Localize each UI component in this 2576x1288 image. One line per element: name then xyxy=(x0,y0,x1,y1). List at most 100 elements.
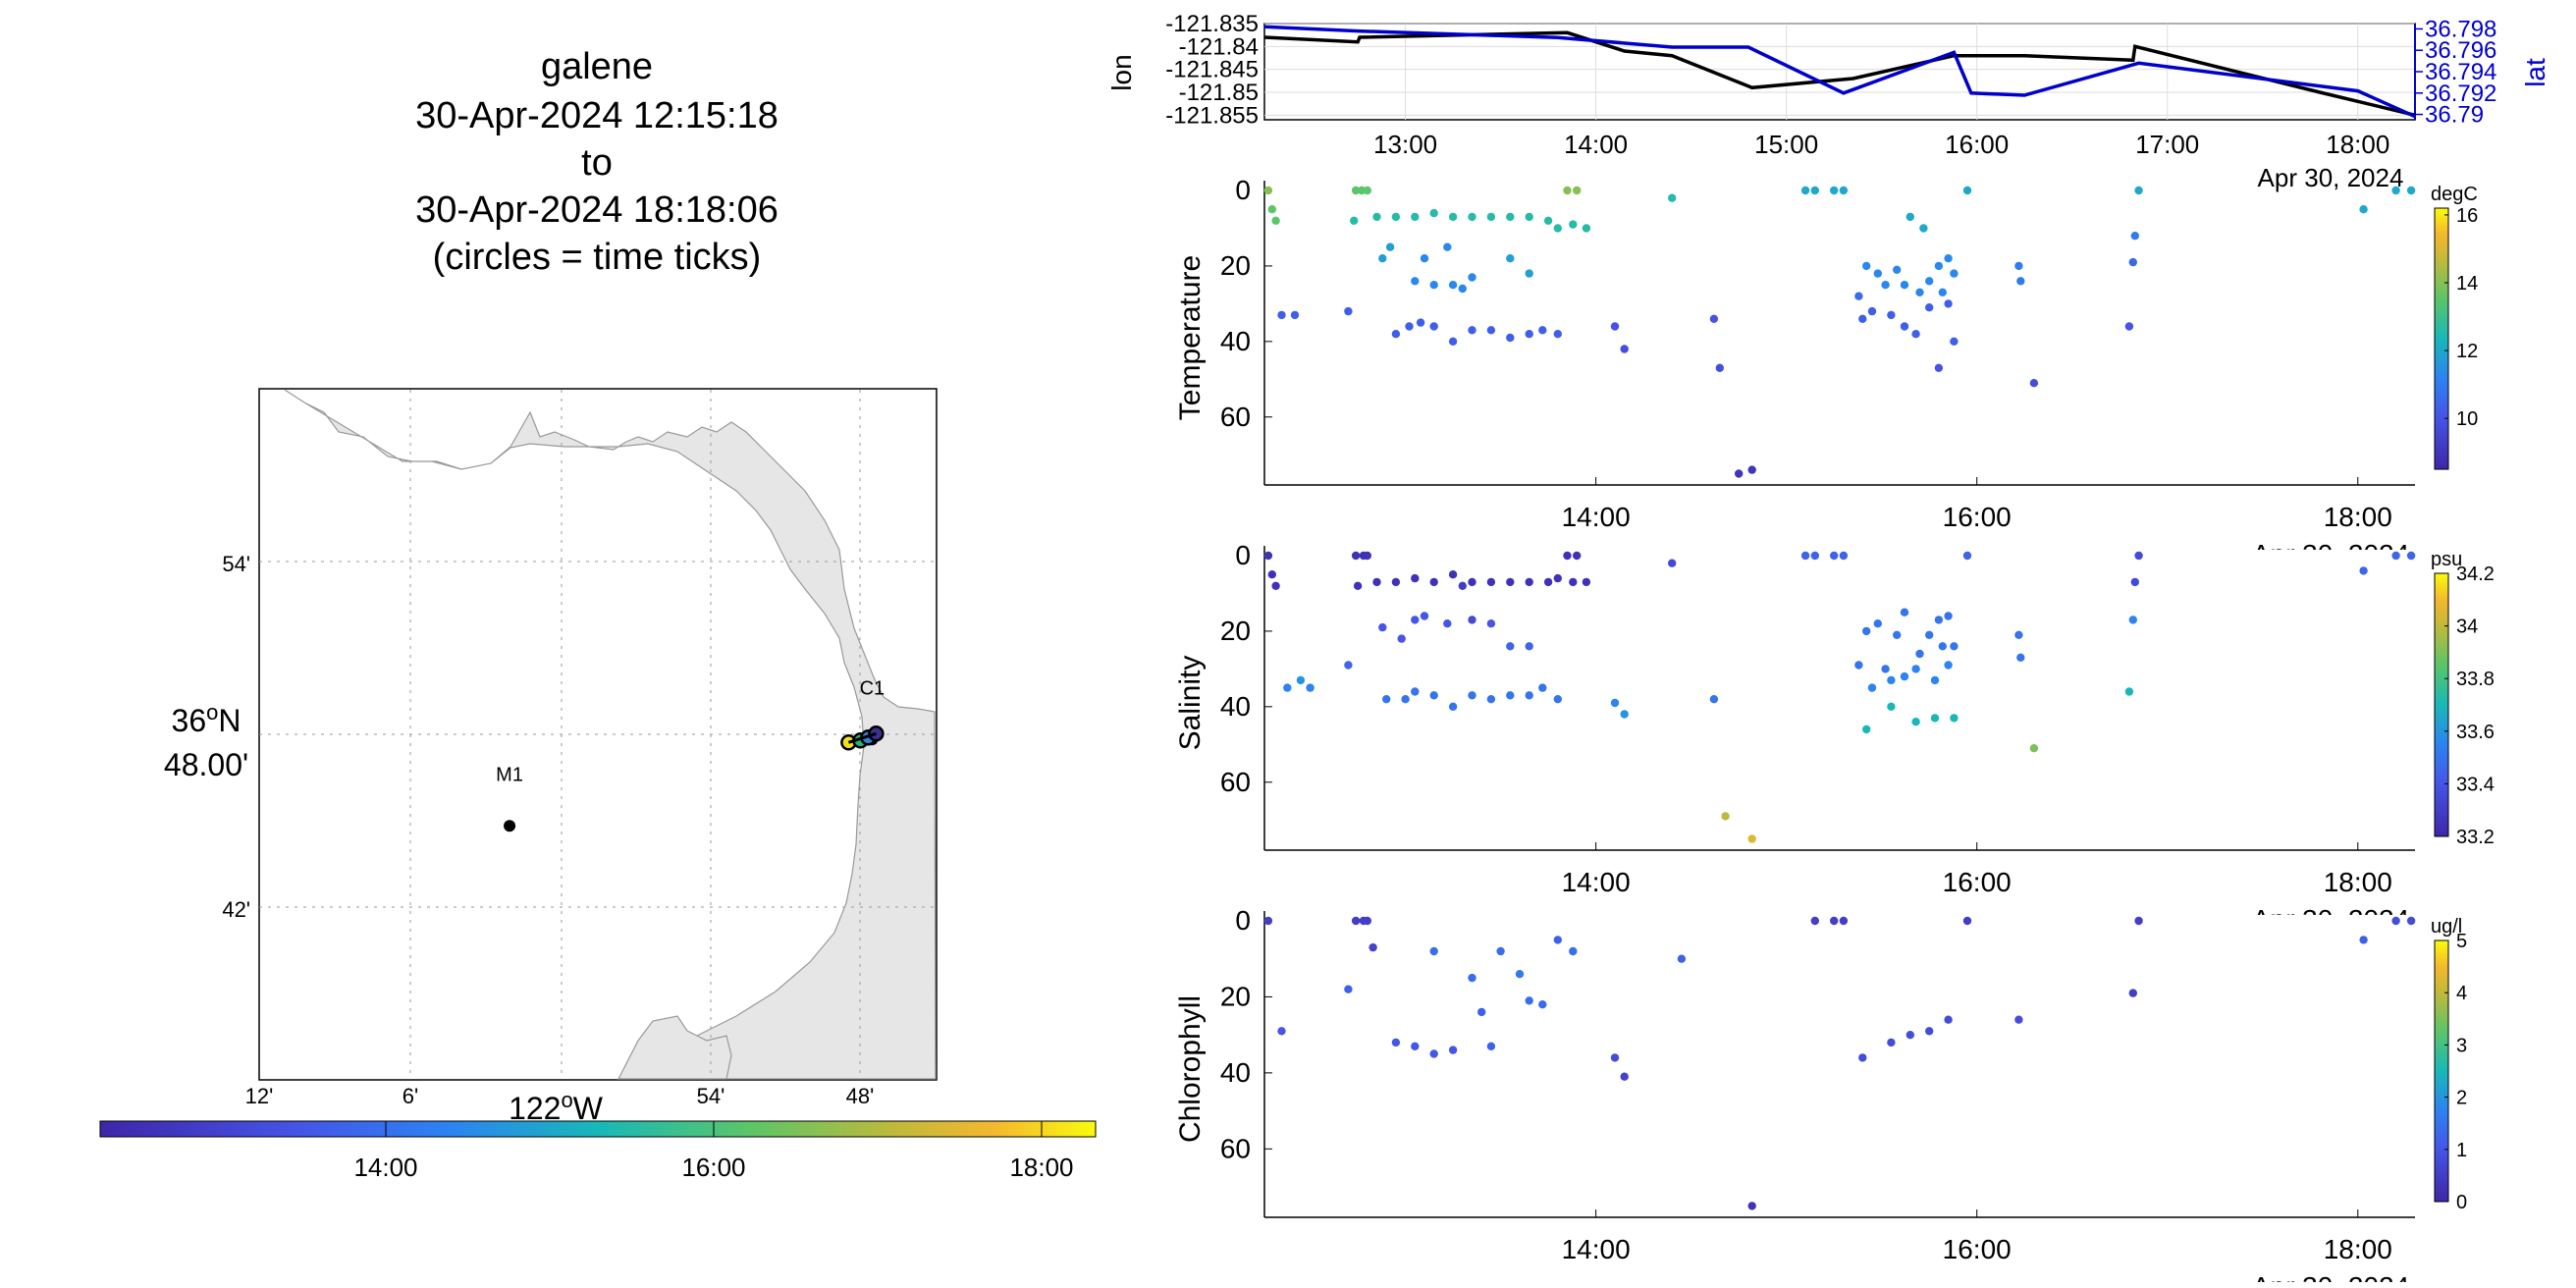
temperature-point xyxy=(1277,310,1286,320)
position-x-tick: 17:00 xyxy=(2135,130,2199,159)
salinity-colorbar-unit: psu xyxy=(2431,549,2462,570)
salinity-y-tick: 40 xyxy=(1220,691,1251,722)
salinity-point xyxy=(1267,570,1277,579)
temperature-point xyxy=(1934,261,1944,271)
salinity-point xyxy=(1397,634,1406,643)
temperature-point xyxy=(1405,322,1414,331)
salinity-point xyxy=(1486,695,1496,704)
salinity-y-tick: 20 xyxy=(1220,616,1251,646)
temperature-point xyxy=(1893,265,1902,274)
chlorophyll-point xyxy=(1263,916,1273,926)
map-lat-deg-label: 36oN xyxy=(172,700,242,738)
position-x-tick: 15:00 xyxy=(1754,130,1818,159)
temperature-point xyxy=(1800,186,1810,195)
temperature-point xyxy=(1620,345,1629,353)
salinity-point xyxy=(2134,551,2143,561)
time-colorbar-ticks: 14:00 16:00 18:00 xyxy=(353,1121,1074,1182)
chlorophyll-point xyxy=(1525,996,1533,1005)
chlorophyll-point xyxy=(1368,942,1377,952)
salinity-point xyxy=(1486,619,1496,628)
temperature-point xyxy=(1429,208,1438,218)
temperature-x-tick: 18:00 xyxy=(2324,502,2392,532)
salinity-point xyxy=(2124,687,2134,696)
lat-tick: 36.79 xyxy=(2425,102,2484,129)
chlorophyll-colorbar-unit: ug/l xyxy=(2431,916,2462,938)
salinity-point xyxy=(1506,642,1515,651)
temperature-point xyxy=(2016,277,2025,286)
position-axes xyxy=(1263,23,2416,121)
salinity-axis-label: Salinity xyxy=(1174,656,1207,751)
chlorophyll-point xyxy=(2128,989,2137,997)
salinity-point xyxy=(1378,622,1387,632)
chlorophyll-point xyxy=(1496,946,1505,956)
temperature-point xyxy=(1938,288,1948,296)
temperature-point xyxy=(1582,224,1591,233)
salinity-point xyxy=(1893,630,1902,639)
salinity-point xyxy=(2029,744,2039,753)
map-lat-tick: 42' xyxy=(222,897,250,922)
chlorophyll-point xyxy=(1858,1053,1867,1062)
salinity-point xyxy=(1543,577,1553,587)
temperature-point xyxy=(2014,261,2023,271)
position-date-label: Apr 30, 2024 xyxy=(2258,163,2404,192)
salinity-point xyxy=(1411,616,1420,624)
chlorophyll-colorbar-tick: 4 xyxy=(2456,983,2467,1004)
temperature-colorbar-tick: 14 xyxy=(2456,273,2478,295)
salinity-point xyxy=(2128,616,2137,624)
salinity-point xyxy=(1391,577,1401,587)
temperature-x-tick: 14:00 xyxy=(1562,502,1631,532)
chlorophyll-point xyxy=(1477,1007,1486,1017)
lon-tick: -121.84 xyxy=(1179,33,1259,60)
chlorophyll-point xyxy=(1468,973,1476,983)
chlorophyll-point xyxy=(1962,916,1972,926)
salinity-point xyxy=(2130,577,2139,587)
temperature-point xyxy=(2391,186,2400,195)
salinity-panel: 0 20 40 60 14:00 16:00 18:00 Salinity Apr 30, 20… xyxy=(1174,540,2495,915)
chlorophyll-colorbar-tick: 2 xyxy=(2456,1088,2467,1109)
temperature-y-tick: 0 xyxy=(1235,175,1251,205)
temperature-colorbar-tick: 16 xyxy=(2456,205,2478,227)
salinity-point xyxy=(1382,695,1391,704)
salinity-x-tick: 14:00 xyxy=(1562,867,1631,897)
temperature-point xyxy=(1525,212,1533,222)
temperature-point xyxy=(1944,254,1953,263)
temperature-point xyxy=(1468,212,1476,222)
salinity-point xyxy=(1538,683,1547,692)
salinity-point xyxy=(1296,675,1306,685)
salinity-point xyxy=(1721,812,1730,821)
chlorophyll-point xyxy=(1351,916,1361,926)
salinity-point xyxy=(2406,551,2416,561)
temperature-point xyxy=(1715,363,1725,372)
map-lat-tick: 54' xyxy=(222,552,250,576)
temperature-point xyxy=(1391,212,1401,222)
map-panel: 54' 42' 12' 6' 54' 48' 36oN 48.00' 122oW M1 C… xyxy=(164,388,938,1126)
figure-title: galene 30-Apr-2024 12:15:18 to 30-Apr-20… xyxy=(415,46,778,278)
salinity-point xyxy=(1468,691,1476,700)
temperature-point xyxy=(1538,326,1547,335)
chlorophyll-colorbar xyxy=(2434,939,2449,1203)
temperature-point xyxy=(1944,299,1953,308)
temperature-point xyxy=(1867,306,1877,316)
salinity-point xyxy=(1351,551,1361,561)
temperature-colorbar-tick: 12 xyxy=(2456,341,2478,362)
temperature-point xyxy=(1363,186,1372,195)
chlorophyll-point xyxy=(1391,1038,1401,1047)
salinity-colorbar-tick: 34 xyxy=(2456,617,2478,638)
salinity-point xyxy=(1887,702,1896,711)
position-x-tick: 13:00 xyxy=(1373,130,1437,159)
lon-tick: -121.85 xyxy=(1179,80,1259,106)
temperature-point xyxy=(1569,220,1578,229)
chlorophyll-point xyxy=(1810,916,1820,926)
salinity-point xyxy=(1443,619,1452,628)
chlorophyll-point xyxy=(1411,1042,1420,1051)
temperature-x-tick: 16:00 xyxy=(1943,502,2012,532)
salinity-point xyxy=(1610,698,1620,708)
chlorophyll-point xyxy=(2134,916,2143,926)
temperature-point xyxy=(1357,186,1367,195)
chlorophyll-point xyxy=(1569,946,1578,956)
map-lon-deg-label: 122oW xyxy=(509,1088,604,1126)
chlorophyll-point xyxy=(1925,1027,1934,1036)
temperature-point xyxy=(1905,212,1915,222)
chlorophyll-point xyxy=(1363,916,1372,926)
temperature-point xyxy=(1911,330,1920,339)
